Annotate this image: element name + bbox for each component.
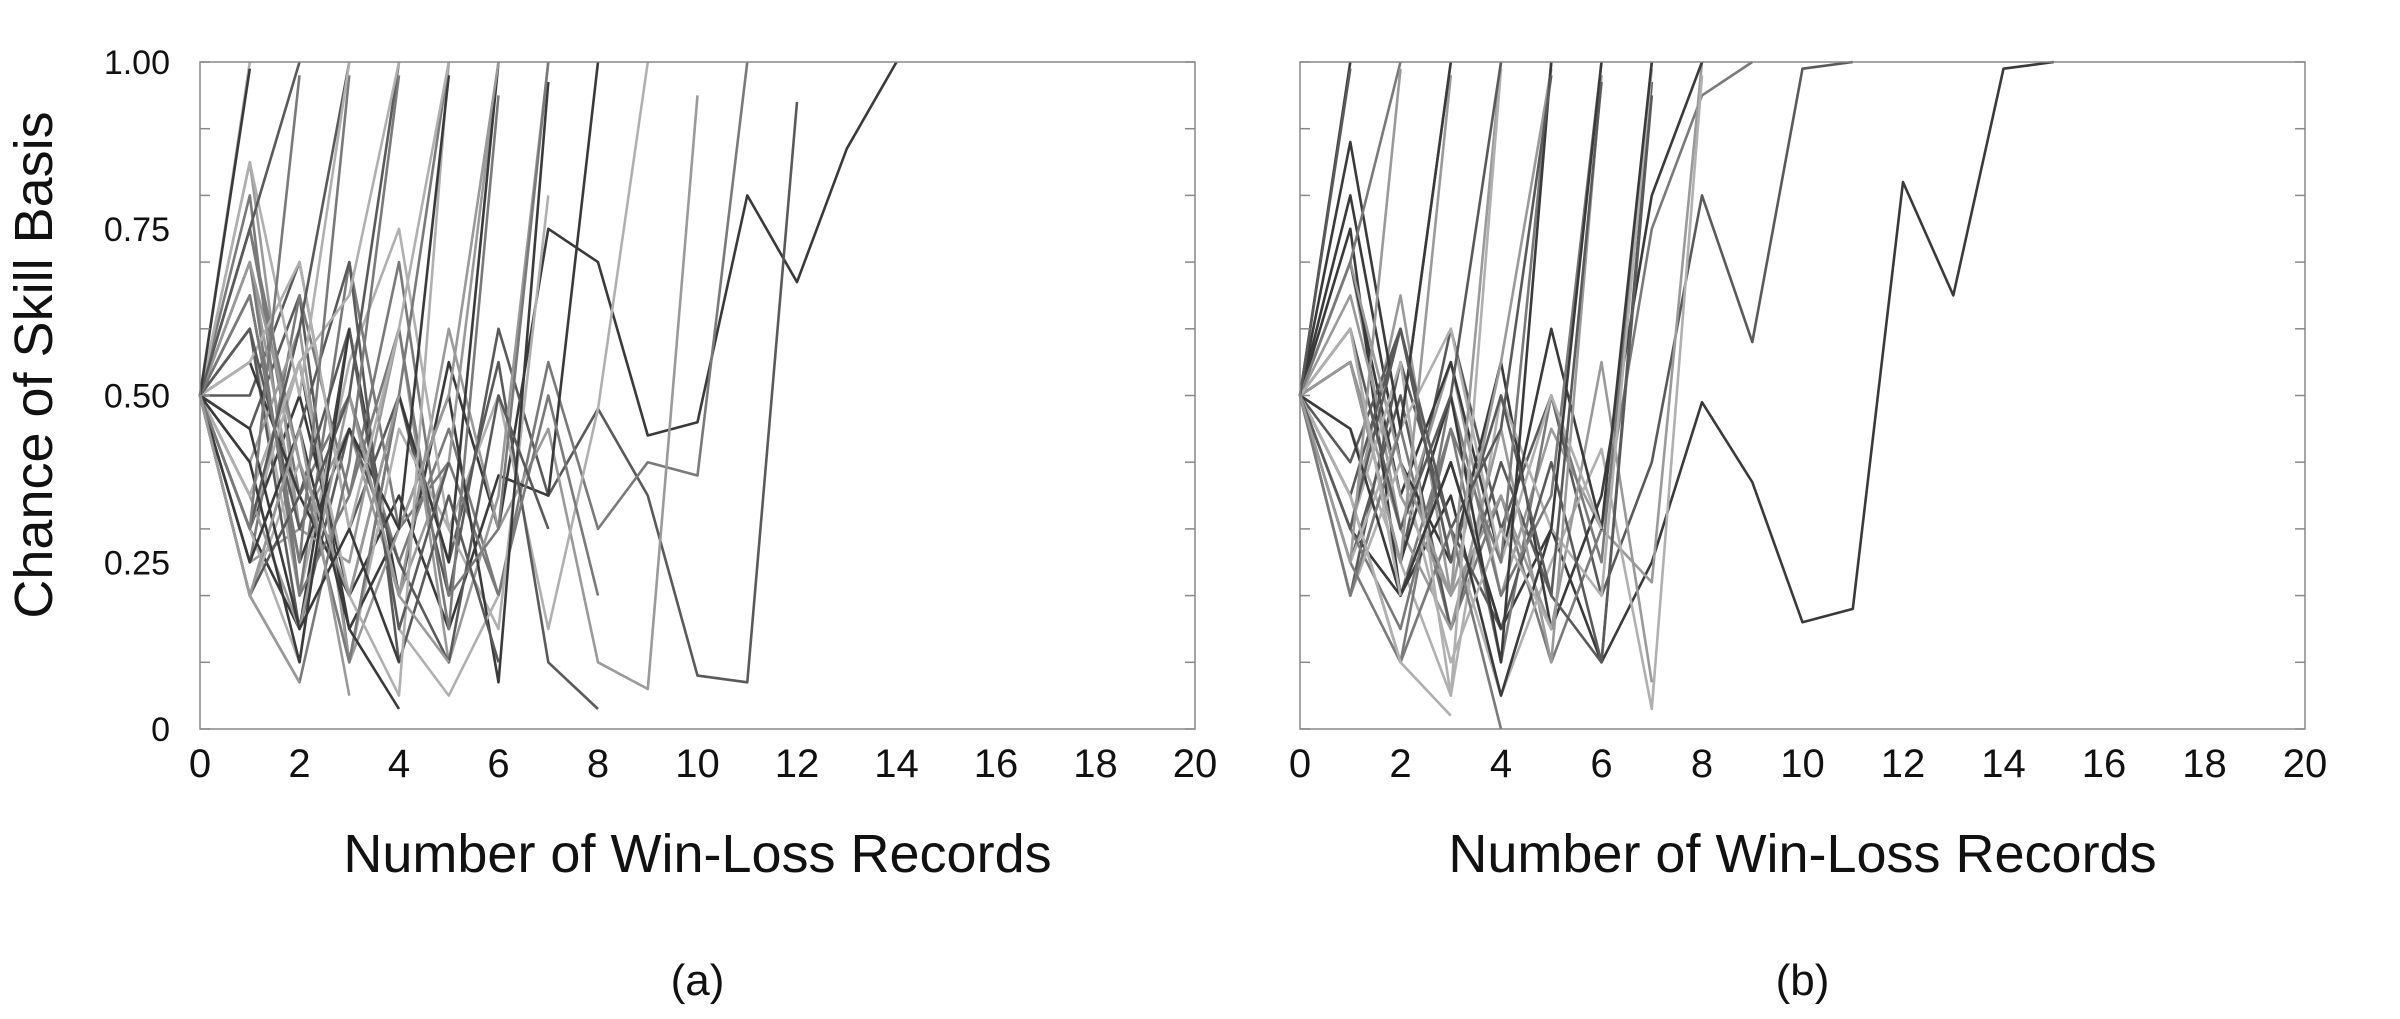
x-tick-label: 16 (974, 742, 1019, 786)
x-tick-label: 4 (388, 742, 410, 786)
series-line (1298, 61, 1654, 564)
y-tick-label: 0.25 (104, 544, 170, 582)
series-line (198, 61, 401, 497)
y-tick-label: 1.00 (104, 44, 170, 82)
series-line (198, 61, 351, 397)
x-tick-label: 20 (2283, 742, 2328, 786)
x-tick-label: 20 (1173, 742, 1218, 786)
series-line (198, 61, 401, 531)
x-tick-label: 14 (1981, 742, 2026, 786)
series-line (1298, 95, 1654, 664)
series-line (1298, 61, 1603, 697)
series-line (198, 328, 351, 664)
series-line (1298, 327, 1453, 563)
panel-label-a: (a) (671, 956, 725, 1005)
series-line (1298, 68, 1352, 396)
x-tick-label: 12 (775, 742, 820, 786)
x-tick-label: 6 (487, 742, 509, 786)
chart-panel-a: 0 2 4 6 8 10 12 14 16 18 20 0 0.25 0.50 0.75 1.00 Number… (104, 44, 1217, 1005)
x-tick-label: 16 (2082, 742, 2127, 786)
x-axis-title-b: Number of Win-Loss Records (1448, 824, 2156, 884)
chart-panel-b: 0 2 4 6 8 10 12 14 16 18 20 Number of Win-Loss Reco… (1289, 60, 2328, 1005)
series-line (1298, 394, 1452, 717)
x-tick-label: 10 (1780, 742, 1825, 786)
series-line (198, 75, 351, 564)
x-tick-label: 0 (189, 742, 211, 786)
series-lines-a (198, 61, 898, 710)
x-tick-label: 18 (1073, 742, 1118, 786)
y-axis-title: Chance of Skill Basis (4, 111, 64, 618)
series-line (198, 61, 301, 396)
x-tick-label: 2 (1389, 742, 1411, 786)
x-tick-label: 12 (1881, 742, 1926, 786)
series-line (1298, 327, 1402, 596)
x-tick-label: 14 (874, 742, 919, 786)
x-axis-title-a: Number of Win-Loss Records (343, 824, 1051, 884)
x-tick-label: 8 (1691, 742, 1713, 786)
y-tick-label: 0.50 (104, 378, 170, 416)
series-line (198, 75, 301, 531)
series-line (198, 260, 401, 597)
x-tick-label: 8 (587, 742, 609, 786)
series-line (198, 61, 600, 631)
x-tick-label: 4 (1490, 742, 1512, 786)
y-tick-label: 0 (151, 711, 170, 749)
series-line (1298, 68, 1402, 564)
y-tick-label: 0.75 (104, 211, 170, 249)
series-line (199, 61, 451, 531)
series-line (1298, 61, 1704, 597)
series-line (199, 394, 401, 663)
x-tick-label: 6 (1590, 742, 1612, 786)
x-tick-label: 10 (675, 742, 720, 786)
series-line (198, 395, 301, 683)
series-line (1298, 61, 1453, 431)
series-line (198, 61, 550, 664)
x-tick-label: 18 (2182, 742, 2227, 786)
series-line (1298, 61, 1402, 396)
x-tick-label: 0 (1289, 742, 1311, 786)
series-line (198, 68, 252, 396)
panel-label-b: (b) (1776, 956, 1830, 1005)
series-line (1298, 68, 1553, 597)
series-line (198, 61, 749, 597)
x-tick-label: 2 (288, 742, 310, 786)
series-line (198, 95, 699, 691)
series-lines-b (1298, 60, 2054, 730)
